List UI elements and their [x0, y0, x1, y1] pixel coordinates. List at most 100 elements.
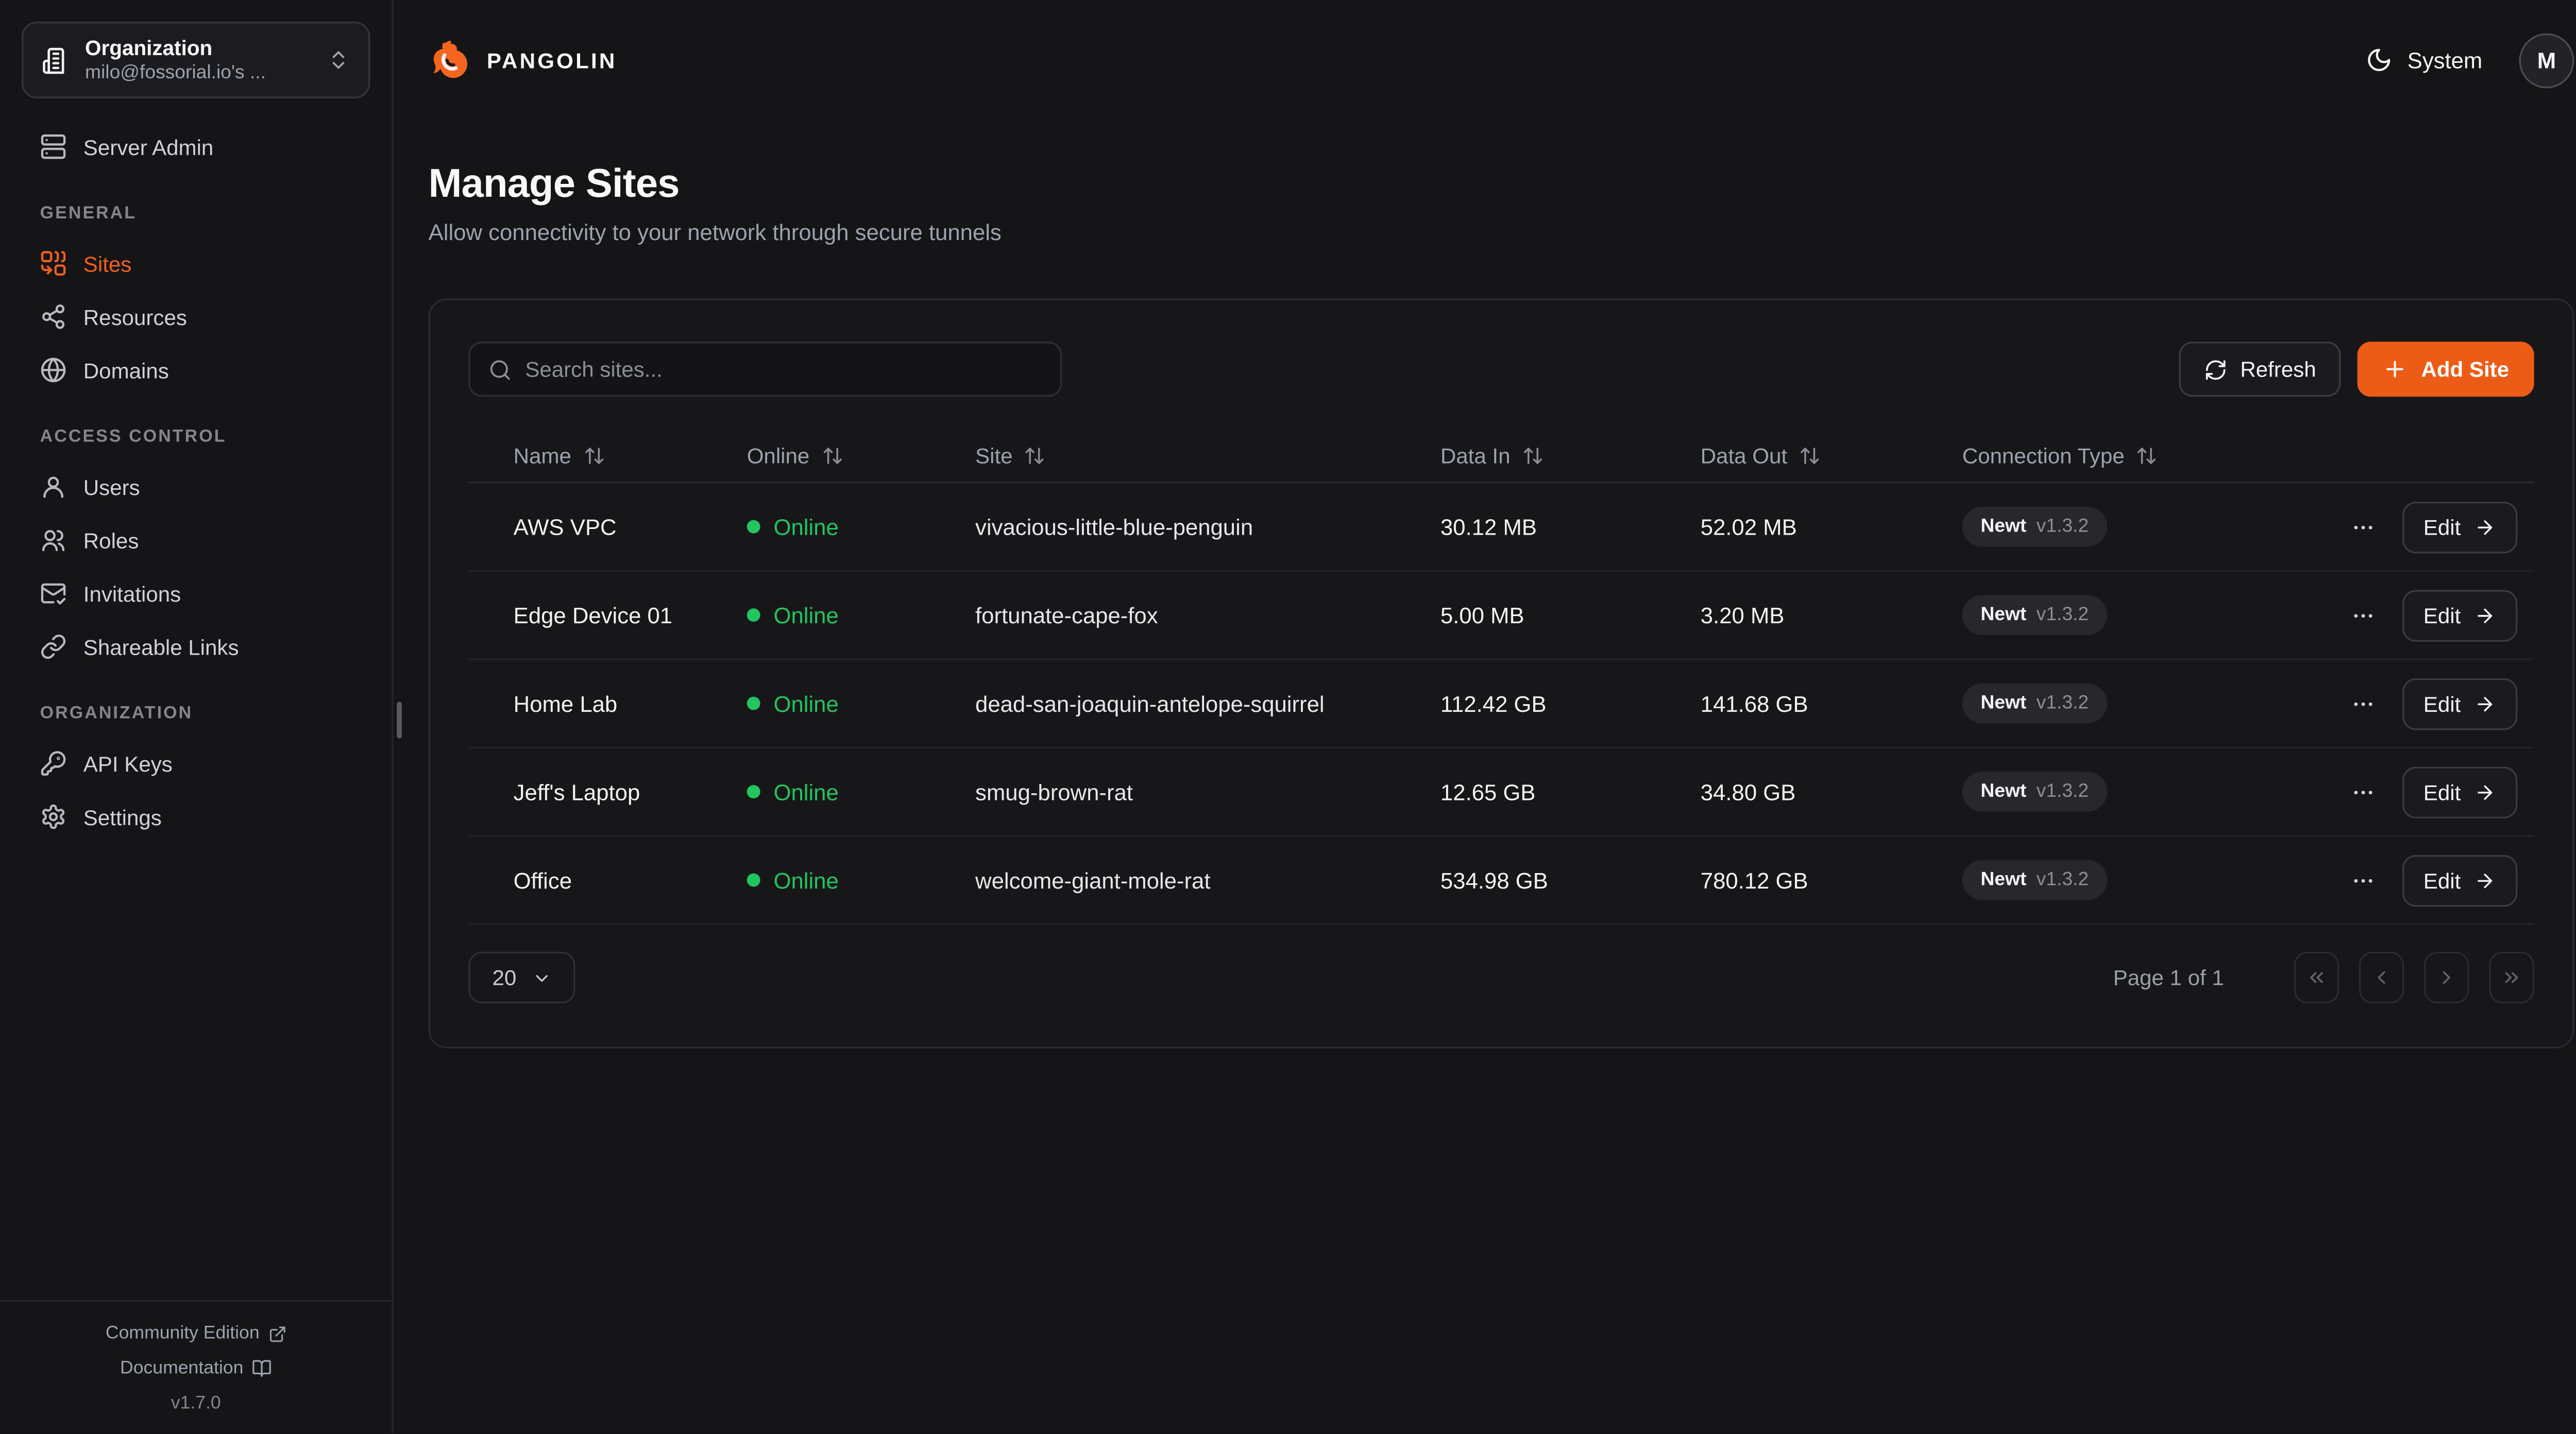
row-menu-button[interactable]	[2347, 688, 2378, 719]
row-menu-button[interactable]	[2347, 776, 2378, 807]
table-header: Name Online Site Data In Data Out	[468, 430, 2534, 484]
plus-icon	[2383, 356, 2408, 382]
combine-icon	[40, 250, 67, 277]
chevron-left-icon	[2378, 971, 2385, 984]
client-version: v1.3.2	[2036, 605, 2089, 625]
edit-label: Edit	[2423, 514, 2461, 539]
edit-button[interactable]: Edit	[2401, 677, 2518, 729]
edit-button[interactable]: Edit	[2401, 501, 2518, 553]
add-site-button[interactable]: Add Site	[2358, 342, 2534, 397]
edit-button[interactable]: Edit	[2401, 854, 2518, 906]
previous-page-button[interactable]	[2359, 951, 2404, 1004]
refresh-icon	[2204, 357, 2227, 381]
site-name: Office	[513, 867, 572, 893]
section-label-access-control: ACCESS CONTROL	[40, 426, 227, 447]
page-size-select[interactable]: 20	[468, 951, 575, 1004]
sidebar-item-settings[interactable]: Settings	[22, 792, 370, 842]
org-value: milo@fossorial.io's ...	[85, 62, 266, 83]
org-switcher-text: Organization milo@fossorial.io's ...	[85, 36, 312, 84]
sidebar-item-label: Server Admin	[83, 134, 214, 160]
status-badge: Online	[747, 867, 975, 893]
row-actions: Edit	[2347, 854, 2518, 906]
arrow-right-icon	[2474, 516, 2496, 538]
sidebar-item-resources[interactable]: Resources	[22, 292, 370, 342]
table-row: Edge Device 01 Online fortunate-cape-fox…	[468, 572, 2534, 660]
row-menu-button[interactable]	[2347, 864, 2378, 896]
users-icon	[40, 527, 67, 554]
edit-label: Edit	[2423, 779, 2461, 805]
column-label: Data In	[1440, 443, 1511, 469]
data-in: 30.12 MB	[1440, 514, 1537, 539]
row-menu-button[interactable]	[2347, 511, 2378, 542]
theme-toggle[interactable]: System	[2366, 47, 2482, 74]
data-in: 112.42 GB	[1440, 691, 1547, 716]
client-name: Newt	[1980, 781, 2027, 802]
column-header-name[interactable]: Name	[513, 443, 747, 469]
edit-button[interactable]: Edit	[2401, 589, 2518, 641]
column-label: Online	[747, 443, 810, 469]
sort-icon	[2136, 445, 2158, 467]
external-link-icon	[268, 1324, 286, 1343]
pangolin-logo[interactable]: PANGOLIN	[429, 38, 617, 82]
data-in: 12.65 GB	[1440, 779, 1536, 805]
sidebar-item-roles[interactable]: Roles	[22, 515, 370, 565]
column-label: Name	[513, 443, 571, 469]
online-dot	[747, 520, 760, 534]
column-label: Site	[975, 443, 1013, 469]
column-header-data-out[interactable]: Data Out	[1700, 443, 1962, 469]
table-row: Home Lab Online dead-san-joaquin-antelop…	[468, 660, 2534, 748]
connection-type-badge: Newt v1.3.2	[1962, 860, 2107, 900]
globe-icon	[40, 356, 67, 383]
sidebar-item-sites[interactable]: Sites	[22, 238, 370, 288]
column-header-site[interactable]: Site	[975, 443, 1440, 469]
edit-label: Edit	[2423, 691, 2461, 716]
client-name: Newt	[1980, 693, 2027, 713]
status-label: Online	[773, 514, 839, 539]
page-subtitle: Allow connectivity to your network throu…	[428, 220, 1002, 245]
row-actions: Edit	[2347, 677, 2518, 729]
sidebar-nav: Server Admin GENERAL Sites Resources Do	[0, 108, 392, 845]
sidebar-item-label: API Keys	[83, 750, 173, 776]
ellipsis-icon	[2353, 702, 2372, 706]
sidebar-item-invitations[interactable]: Invitations	[22, 568, 370, 618]
column-header-online[interactable]: Online	[747, 443, 975, 469]
data-out: 780.12 GB	[1700, 867, 1808, 893]
status-badge: Online	[747, 603, 975, 627]
column-header-data-in[interactable]: Data In	[1440, 443, 1701, 469]
sort-icon	[583, 445, 605, 467]
org-switcher[interactable]: Organization milo@fossorial.io's ...	[22, 22, 370, 98]
site-name: Jeff's Laptop	[513, 779, 640, 805]
status-label: Online	[773, 691, 839, 716]
ellipsis-icon	[2353, 613, 2372, 617]
row-menu-button[interactable]	[2347, 599, 2378, 630]
edit-button[interactable]: Edit	[2401, 765, 2518, 818]
ellipsis-icon	[2353, 525, 2372, 529]
building-icon	[42, 46, 70, 74]
avatar[interactable]: M	[2519, 32, 2574, 88]
column-label: Data Out	[1700, 443, 1788, 469]
sidebar-item-domains[interactable]: Domains	[22, 345, 370, 395]
first-page-button[interactable]	[2294, 951, 2340, 1004]
table-row: Office Online welcome-giant-mole-rat 534…	[468, 836, 2534, 925]
arrow-right-icon	[2474, 604, 2496, 626]
book-open-icon	[252, 1358, 272, 1378]
add-site-label: Add Site	[2421, 356, 2510, 382]
client-name: Newt	[1980, 870, 2027, 891]
sidebar-item-server-admin[interactable]: Server Admin	[22, 122, 370, 172]
search-input[interactable]	[525, 356, 1042, 382]
sidebar-resize-handle[interactable]	[397, 702, 402, 739]
column-header-connection-type[interactable]: Connection Type	[1962, 443, 2518, 468]
last-page-button[interactable]	[2489, 951, 2534, 1004]
next-page-button[interactable]	[2424, 951, 2469, 1004]
chevrons-right-icon	[2505, 972, 2518, 983]
documentation-link[interactable]: Documentation	[16, 1358, 375, 1378]
client-version: v1.3.2	[2036, 781, 2089, 802]
status-badge: Online	[747, 779, 975, 804]
community-edition-link[interactable]: Community Edition	[16, 1323, 375, 1343]
sidebar-item-api-keys[interactable]: API Keys	[22, 739, 370, 789]
sidebar-item-users[interactable]: Users	[22, 462, 370, 511]
search-box	[468, 342, 1062, 397]
pangolin-logo-icon	[429, 38, 473, 82]
refresh-button[interactable]: Refresh	[2178, 342, 2342, 397]
sidebar-item-shareable-links[interactable]: Shareable Links	[22, 622, 370, 672]
